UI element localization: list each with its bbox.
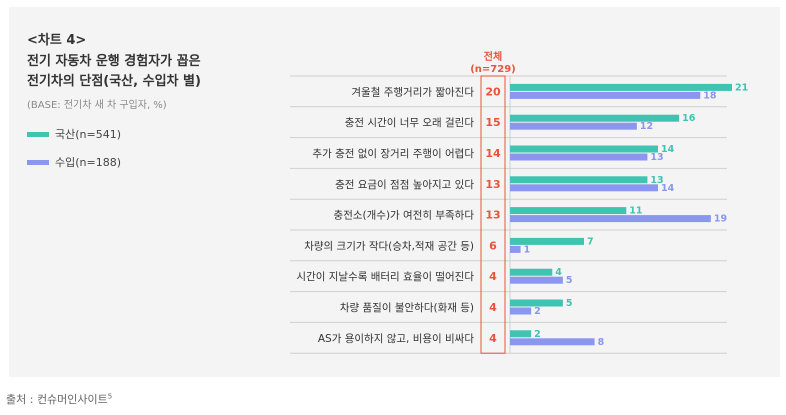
total-value: 20: [485, 85, 501, 98]
bar-domestic: [510, 114, 680, 122]
bar-domestic-value: 16: [682, 113, 696, 124]
bar-domestic: [510, 83, 732, 91]
category-label: 충전소(개수)가 여전히 부족하다: [334, 209, 475, 222]
category-label: 차량의 크기가 작다(승차,적재 공간 등): [304, 240, 474, 252]
bar-imported: [510, 153, 648, 161]
category-label: 차량 품질이 불안하다(화재 등): [340, 301, 474, 314]
bar-imported: [510, 122, 637, 130]
total-value: 13: [485, 178, 500, 191]
category-label: 충전 요금이 점점 높아지고 있다: [335, 179, 474, 191]
bar-domestic-value: 21: [735, 82, 748, 93]
bar-domestic-value: 13: [650, 175, 663, 186]
total-value: 4: [489, 270, 497, 283]
bar-domestic-value: 14: [661, 144, 675, 155]
chart-label: <차트 4>: [27, 33, 87, 48]
source-text: 출처 : 컨슈머인사이트: [6, 393, 108, 406]
source-footnote: 5: [107, 392, 113, 401]
category-label: 추가 충전 없이 장거리 주행이 어렵다: [312, 147, 474, 160]
legend-imported: 수입(n=188): [27, 154, 121, 170]
bar-imported-value: 13: [650, 152, 663, 163]
source-note: 출처 : 컨슈머인사이트5: [6, 391, 112, 407]
total-value: 13: [485, 209, 500, 222]
bar-domestic: [510, 176, 648, 184]
chart-title: 전기 자동차 운행 경험자가 꼽은 전기차의 단점(국산, 수입차 별): [27, 52, 247, 92]
bar-domestic: [510, 207, 627, 215]
total-value: 15: [485, 116, 500, 129]
bar-domestic: [510, 268, 553, 276]
total-value: 6: [489, 239, 497, 252]
chart-title-line-1: 전기 자동차 운행 경험자가 꼽은: [27, 54, 201, 69]
category-label: 겨울철 주행거리가 짧아진다: [351, 86, 474, 98]
bar-imported-value: 1: [524, 244, 531, 255]
bar-imported: [510, 276, 563, 284]
bar-imported-value: 8: [598, 337, 605, 348]
chart-panel: [9, 7, 780, 377]
chart-title-line-2: 전기차의 단점(국산, 수입차 별): [27, 74, 201, 89]
bar-domestic-value: 5: [566, 298, 573, 309]
bar-imported: [510, 184, 658, 192]
legend-domestic: 국산(n=541): [27, 126, 121, 142]
bar-imported: [510, 338, 595, 346]
bar-imported-value: 2: [534, 306, 541, 317]
legend-imported-label: 수입(n=188): [55, 156, 122, 169]
total-value: 4: [489, 301, 497, 314]
bar-imported: [510, 245, 521, 253]
bar-imported-value: 19: [714, 214, 727, 225]
total-header-n: (n=729): [470, 64, 516, 75]
bar-domestic-value: 4: [555, 267, 562, 278]
total-value: 14: [485, 147, 501, 160]
category-label: 충전 시간이 너무 오래 걸린다: [345, 116, 475, 129]
bar-domestic-value: 11: [629, 206, 642, 217]
bar-domestic-value: 7: [587, 236, 594, 247]
legend-imported-swatch: [27, 159, 49, 165]
total-column-box: [480, 75, 506, 354]
bar-imported: [510, 91, 701, 99]
bar-imported: [510, 307, 532, 315]
bar-imported-value: 14: [661, 183, 675, 194]
bar-imported: [510, 215, 711, 223]
bar-domestic: [510, 299, 563, 307]
category-label: 시간이 지날수록 배터리 효율이 떨어진다: [296, 271, 474, 283]
bar-imported-value: 12: [640, 121, 653, 132]
category-label: AS가 용이하지 않고, 비용이 비싸다: [318, 332, 474, 345]
legend-domestic-swatch: [27, 131, 49, 137]
bar-domestic: [510, 330, 532, 338]
bar-domestic: [510, 145, 658, 153]
bar-domestic: [510, 237, 584, 245]
bar-domestic-value: 2: [534, 329, 541, 340]
total-header-label: 전체: [484, 50, 502, 63]
base-note: (BASE: 전기차 새 차 구입자, %): [27, 100, 167, 111]
bar-imported-value: 5: [566, 275, 573, 286]
bar-imported-value: 18: [703, 90, 717, 101]
total-value: 4: [489, 332, 497, 345]
legend-domestic-label: 국산(n=541): [55, 128, 122, 141]
